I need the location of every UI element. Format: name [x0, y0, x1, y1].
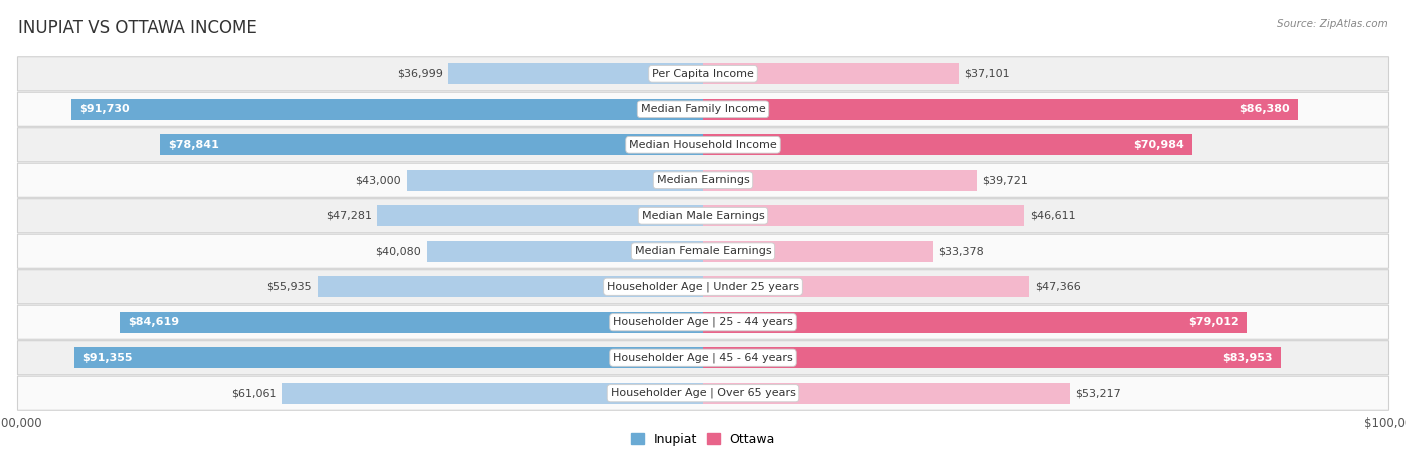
FancyBboxPatch shape — [17, 92, 1389, 126]
Bar — [406, 170, 703, 191]
FancyBboxPatch shape — [17, 376, 1389, 410]
Text: Median Earnings: Median Earnings — [657, 175, 749, 185]
Bar — [703, 205, 1024, 226]
FancyBboxPatch shape — [17, 234, 1389, 268]
Text: Householder Age | Over 65 years: Householder Age | Over 65 years — [610, 388, 796, 398]
Text: Median Male Earnings: Median Male Earnings — [641, 211, 765, 221]
Text: $36,999: $36,999 — [396, 69, 443, 79]
Text: $40,080: $40,080 — [375, 246, 422, 256]
Text: $79,012: $79,012 — [1188, 317, 1239, 327]
Text: $91,730: $91,730 — [79, 104, 129, 114]
Legend: Inupiat, Ottawa: Inupiat, Ottawa — [626, 428, 780, 451]
Bar — [703, 312, 1247, 333]
Text: $37,101: $37,101 — [965, 69, 1010, 79]
Bar — [72, 99, 703, 120]
Text: Median Female Earnings: Median Female Earnings — [634, 246, 772, 256]
FancyBboxPatch shape — [17, 270, 1389, 304]
Text: Householder Age | 45 - 64 years: Householder Age | 45 - 64 years — [613, 353, 793, 363]
FancyBboxPatch shape — [17, 199, 1389, 233]
FancyBboxPatch shape — [17, 305, 1389, 339]
FancyBboxPatch shape — [17, 57, 1389, 91]
Text: INUPIAT VS OTTAWA INCOME: INUPIAT VS OTTAWA INCOME — [18, 19, 257, 37]
Text: $33,378: $33,378 — [938, 246, 984, 256]
FancyBboxPatch shape — [17, 163, 1389, 197]
Bar — [703, 276, 1029, 297]
Bar — [427, 241, 703, 262]
Text: Householder Age | Under 25 years: Householder Age | Under 25 years — [607, 282, 799, 292]
FancyBboxPatch shape — [17, 128, 1389, 162]
Bar — [703, 64, 959, 84]
Bar — [703, 383, 1070, 403]
Text: Median Household Income: Median Household Income — [628, 140, 778, 150]
Bar — [160, 134, 703, 155]
Text: $55,935: $55,935 — [267, 282, 312, 292]
Text: $70,984: $70,984 — [1133, 140, 1184, 150]
Text: $83,953: $83,953 — [1223, 353, 1272, 363]
Text: Median Family Income: Median Family Income — [641, 104, 765, 114]
Bar — [120, 312, 703, 333]
Bar — [703, 99, 1298, 120]
Bar — [73, 347, 703, 368]
Bar — [703, 170, 977, 191]
Text: $47,281: $47,281 — [326, 211, 371, 221]
Text: $43,000: $43,000 — [356, 175, 401, 185]
Text: Per Capita Income: Per Capita Income — [652, 69, 754, 79]
Text: $91,355: $91,355 — [82, 353, 132, 363]
Text: $46,611: $46,611 — [1029, 211, 1076, 221]
Text: Source: ZipAtlas.com: Source: ZipAtlas.com — [1277, 19, 1388, 28]
Bar — [449, 64, 703, 84]
Text: $39,721: $39,721 — [983, 175, 1028, 185]
Text: $84,619: $84,619 — [128, 317, 180, 327]
Text: $47,366: $47,366 — [1035, 282, 1081, 292]
Bar — [703, 134, 1192, 155]
Text: $61,061: $61,061 — [232, 388, 277, 398]
Text: $86,380: $86,380 — [1239, 104, 1289, 114]
Text: $78,841: $78,841 — [169, 140, 219, 150]
FancyBboxPatch shape — [17, 341, 1389, 375]
Bar — [318, 276, 703, 297]
Bar — [703, 241, 934, 262]
Text: $53,217: $53,217 — [1076, 388, 1121, 398]
Bar — [703, 347, 1281, 368]
Bar — [283, 383, 703, 403]
Bar — [377, 205, 703, 226]
Text: Householder Age | 25 - 44 years: Householder Age | 25 - 44 years — [613, 317, 793, 327]
